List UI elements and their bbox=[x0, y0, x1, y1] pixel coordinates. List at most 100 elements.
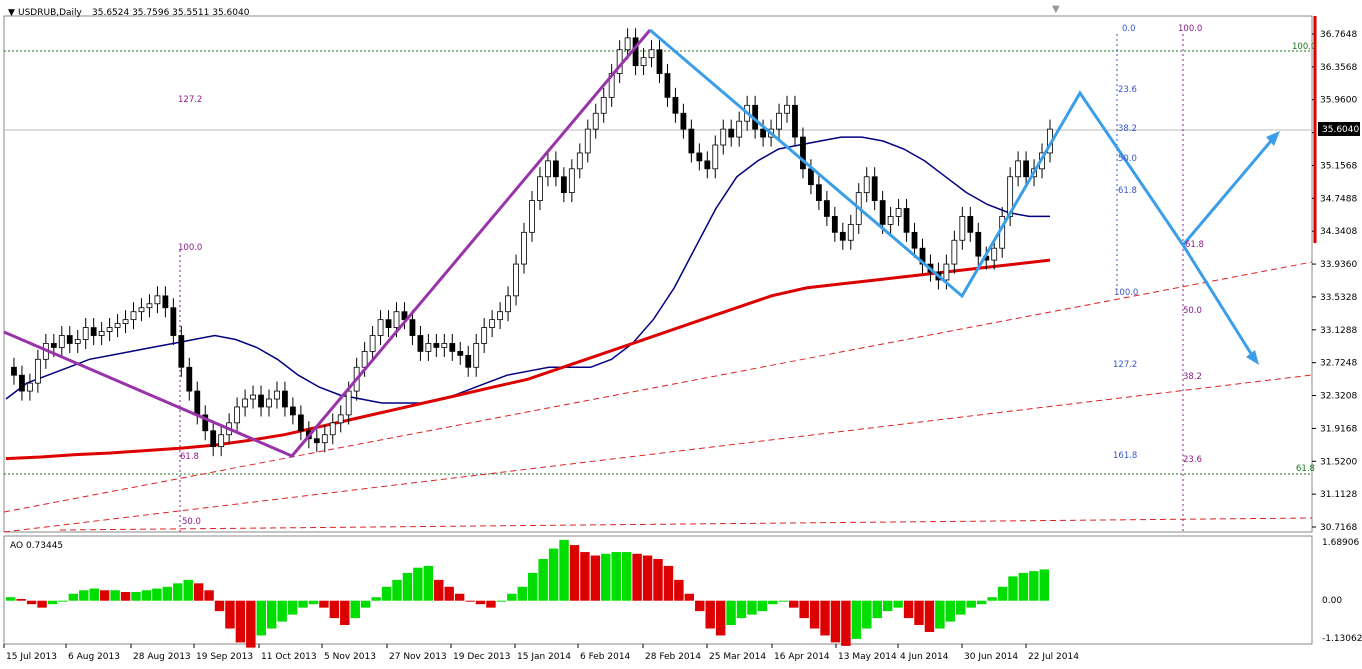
ao-bar bbox=[695, 600, 705, 612]
candle-body bbox=[672, 96, 679, 114]
candle-body bbox=[489, 319, 496, 328]
candle-body bbox=[258, 394, 264, 408]
candle-body bbox=[576, 152, 583, 170]
candle-body bbox=[792, 104, 798, 138]
time-tick-label: 5 Nov 2013 bbox=[324, 652, 376, 662]
ao-bar bbox=[381, 586, 392, 601]
candle-body bbox=[34, 358, 41, 384]
current-price-value: 35.6040 bbox=[1322, 125, 1359, 135]
candle-body bbox=[632, 37, 639, 67]
fib-label: 61.8 bbox=[180, 452, 199, 462]
ao-tick-label: 1.68906 bbox=[1322, 538, 1359, 548]
ao-bar bbox=[99, 590, 110, 601]
ao-bar bbox=[611, 552, 621, 601]
candle-body bbox=[720, 128, 727, 146]
candle-body bbox=[863, 176, 870, 194]
ao-bar bbox=[768, 600, 778, 605]
ao-bar bbox=[601, 553, 611, 601]
candle-body bbox=[951, 239, 958, 265]
blue-pattern-line bbox=[649, 28, 1257, 361]
candle-body bbox=[122, 319, 129, 325]
collapse-arrow-icon[interactable]: ▼ bbox=[8, 8, 15, 18]
candle-body bbox=[425, 343, 432, 352]
fib-label: 23.6 bbox=[1118, 85, 1137, 95]
ao-bar bbox=[267, 600, 277, 629]
ao-bar bbox=[225, 600, 235, 629]
candle-body bbox=[529, 200, 535, 233]
candle-body bbox=[823, 200, 830, 217]
ao-bar bbox=[882, 600, 893, 612]
time-tick-label: 6 Aug 2013 bbox=[68, 652, 120, 662]
ao-bar bbox=[851, 600, 862, 639]
fib-label: 127.2 bbox=[178, 95, 202, 105]
ao-bar bbox=[663, 565, 674, 601]
price-tick-label: 36.7648 bbox=[1320, 30, 1357, 40]
ao-bar bbox=[26, 600, 37, 605]
candle-body bbox=[441, 343, 448, 348]
candle-body bbox=[282, 390, 288, 408]
candle-body bbox=[505, 295, 511, 313]
candle-body bbox=[329, 422, 336, 436]
oscillator-label: AO 0.73445 bbox=[10, 541, 63, 551]
ao-bar bbox=[214, 600, 225, 612]
candle-body bbox=[1015, 160, 1022, 178]
ao-bar bbox=[945, 600, 956, 622]
ao-bar bbox=[287, 600, 298, 615]
ao-bar bbox=[914, 600, 924, 626]
candle-body bbox=[154, 295, 161, 305]
ao-bar bbox=[538, 558, 548, 601]
ao-bar bbox=[298, 600, 308, 608]
candle-body bbox=[369, 335, 376, 352]
ohlc-label: 35.6524 35.7596 35.5511 35.6040 bbox=[92, 8, 250, 18]
candle-body bbox=[959, 216, 966, 241]
candle-body bbox=[449, 343, 456, 352]
candle-body bbox=[815, 184, 822, 201]
time-tick-label: 13 May 2014 bbox=[838, 652, 897, 662]
candle-body bbox=[186, 366, 193, 392]
ao-bar bbox=[569, 545, 580, 601]
ao-bar bbox=[976, 600, 987, 605]
candle-body bbox=[345, 390, 352, 416]
scroll-marker-icon: ▼ bbox=[1052, 4, 1060, 15]
ao-bar bbox=[277, 600, 287, 622]
candle-body bbox=[27, 382, 33, 392]
ao-bar bbox=[319, 600, 329, 608]
candle-body bbox=[106, 327, 113, 332]
candle-body bbox=[903, 208, 910, 233]
price-tick-label: 35.9600 bbox=[1320, 96, 1357, 106]
candle-body bbox=[839, 231, 846, 241]
candle-body bbox=[393, 311, 400, 328]
ao-bar bbox=[256, 600, 266, 636]
ao-bar bbox=[392, 579, 402, 601]
ao-bar bbox=[987, 597, 997, 601]
candle-body bbox=[210, 430, 217, 448]
candle-body bbox=[194, 390, 201, 416]
candle-body bbox=[146, 303, 153, 309]
candle-body bbox=[513, 263, 519, 297]
candle-body bbox=[178, 335, 185, 368]
time-tick-label: 28 Feb 2014 bbox=[645, 652, 701, 662]
ao-bar bbox=[465, 600, 475, 602]
ao-bar bbox=[830, 600, 841, 643]
candle-body bbox=[728, 128, 735, 138]
candle-body bbox=[218, 434, 225, 448]
candle-body bbox=[688, 128, 695, 154]
candle-body bbox=[481, 327, 488, 344]
channel-line-upper bbox=[3, 261, 1313, 513]
candle-body bbox=[242, 398, 248, 408]
time-tick-label: 6 Feb 2014 bbox=[580, 652, 631, 662]
ao-bar bbox=[193, 583, 204, 601]
candle-body bbox=[1023, 160, 1029, 178]
ao-bar bbox=[58, 600, 68, 602]
ao-bar bbox=[684, 593, 695, 601]
ao-bar bbox=[246, 600, 256, 648]
current-price-tag bbox=[1318, 122, 1360, 136]
candle-body bbox=[879, 200, 886, 225]
ao-bar bbox=[486, 600, 496, 608]
price-tick-label: 33.1288 bbox=[1320, 326, 1357, 336]
ao-histogram bbox=[6, 539, 1049, 648]
ao-bar bbox=[789, 600, 799, 608]
ao-bar bbox=[705, 600, 715, 629]
candle-body bbox=[361, 350, 368, 368]
ao-bar bbox=[715, 600, 726, 636]
